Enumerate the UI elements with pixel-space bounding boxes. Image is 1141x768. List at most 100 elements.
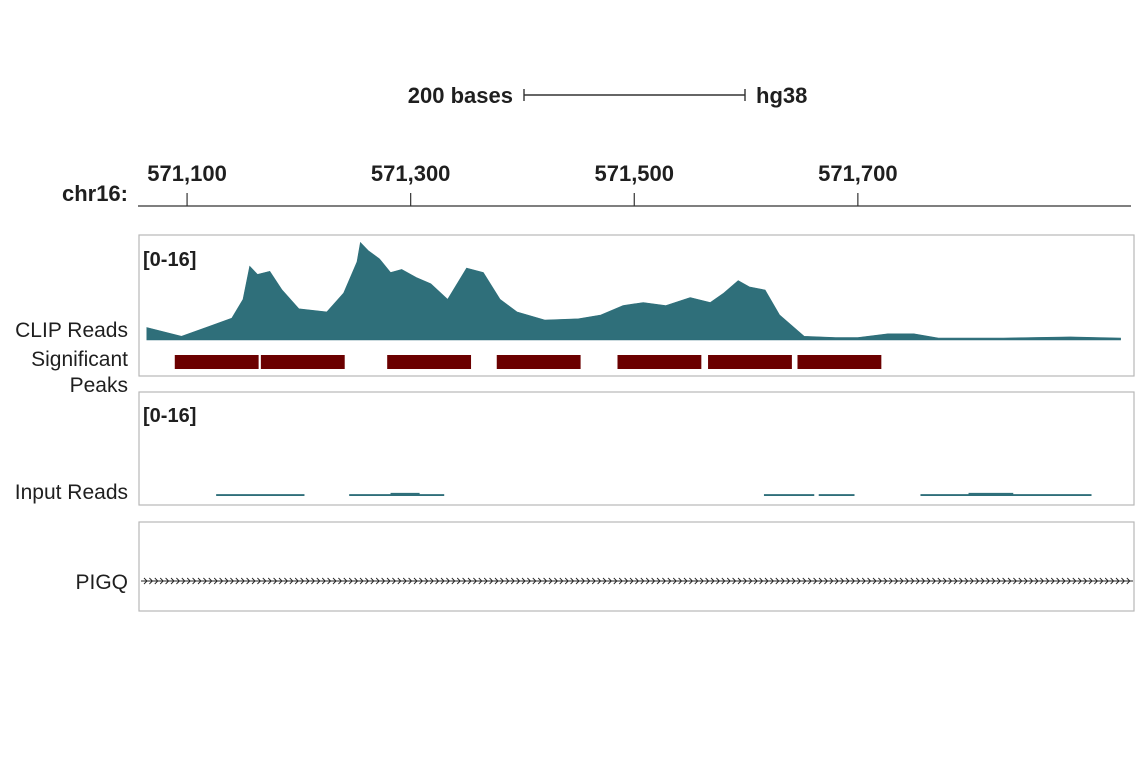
- strand-arrow: [294, 577, 299, 585]
- pigq-gene-model: [141, 577, 1133, 585]
- peak-interval: [260, 355, 345, 369]
- strand-arrow: [208, 577, 213, 585]
- strand-arrow: [894, 577, 899, 585]
- strand-arrow: [1045, 577, 1050, 585]
- strand-arrow: [467, 577, 472, 585]
- strand-arrow: [1110, 577, 1115, 585]
- strand-arrow: [662, 577, 667, 585]
- strand-arrow: [170, 577, 175, 585]
- strand-arrow: [878, 577, 883, 585]
- strand-arrow: [500, 577, 505, 585]
- strand-arrow: [321, 577, 326, 585]
- strand-arrow: [176, 577, 181, 585]
- strand-arrow: [1121, 577, 1126, 585]
- peaks-track-label-line1: Significant: [31, 348, 128, 371]
- strand-arrow: [240, 577, 245, 585]
- scale-bar: [523, 89, 746, 101]
- strand-arrow: [381, 577, 386, 585]
- strand-arrow: [759, 577, 764, 585]
- strand-arrow: [748, 577, 753, 585]
- strand-arrow: [230, 577, 235, 585]
- strand-arrow: [370, 577, 375, 585]
- strand-arrow: [667, 577, 672, 585]
- strand-arrow: [311, 577, 316, 585]
- strand-arrow: [986, 577, 991, 585]
- strand-arrow: [305, 577, 310, 585]
- strand-arrow: [602, 577, 607, 585]
- strand-arrow: [683, 577, 688, 585]
- strand-arrow: [948, 577, 953, 585]
- strand-arrow: [937, 577, 942, 585]
- strand-arrow: [483, 577, 488, 585]
- strand-arrow: [192, 577, 197, 585]
- input-coverage-segment: [216, 494, 305, 496]
- scale-bar-label: 200 bases: [408, 83, 513, 108]
- clip-reads-coverage: [146, 241, 1121, 341]
- strand-arrow: [203, 577, 208, 585]
- strand-arrow: [397, 577, 402, 585]
- strand-arrow: [338, 577, 343, 585]
- strand-arrow: [419, 577, 424, 585]
- input-coverage-segment: [390, 492, 420, 496]
- strand-arrow: [672, 577, 677, 585]
- strand-arrow: [743, 577, 748, 585]
- strand-arrow: [629, 577, 634, 585]
- strand-arrow: [408, 577, 413, 585]
- strand-arrow: [473, 577, 478, 585]
- strand-arrow: [770, 577, 775, 585]
- significant-peaks-track: [174, 355, 882, 369]
- strand-arrow: [791, 577, 796, 585]
- strand-arrow: [818, 577, 823, 585]
- strand-arrow: [802, 577, 807, 585]
- ruler-tick-label: 571,100: [147, 161, 227, 186]
- strand-arrow: [570, 577, 575, 585]
- strand-arrow: [1077, 577, 1082, 585]
- strand-arrow: [980, 577, 985, 585]
- strand-arrow: [845, 577, 850, 585]
- strand-arrow: [953, 577, 958, 585]
- strand-arrow: [257, 577, 262, 585]
- strand-arrow: [359, 577, 364, 585]
- strand-arrow: [959, 577, 964, 585]
- strand-arrow: [694, 577, 699, 585]
- strand-arrow: [888, 577, 893, 585]
- strand-arrow: [537, 577, 542, 585]
- strand-arrow: [332, 577, 337, 585]
- strand-arrow: [624, 577, 629, 585]
- strand-arrow: [510, 577, 515, 585]
- strand-arrow: [186, 577, 191, 585]
- strand-arrow: [1002, 577, 1007, 585]
- input-range-label: [0-16]: [143, 405, 196, 427]
- strand-arrow: [440, 577, 445, 585]
- strand-arrow: [969, 577, 974, 585]
- strand-arrow: [354, 577, 359, 585]
- strand-arrow: [915, 577, 920, 585]
- strand-arrow: [656, 577, 661, 585]
- strand-arrow: [316, 577, 321, 585]
- strand-arrow: [246, 577, 251, 585]
- peaks-track-label-line2: Peaks: [70, 374, 128, 397]
- clip-track-label: CLIP Reads: [15, 319, 128, 342]
- strand-arrow: [505, 577, 510, 585]
- strand-arrow: [651, 577, 656, 585]
- peak-interval: [496, 355, 581, 369]
- strand-arrow: [786, 577, 791, 585]
- strand-arrow: [181, 577, 186, 585]
- strand-arrow: [143, 577, 148, 585]
- strand-arrow: [1083, 577, 1088, 585]
- strand-arrow: [699, 577, 704, 585]
- strand-arrow: [1040, 577, 1045, 585]
- strand-arrow: [300, 577, 305, 585]
- strand-arrow: [402, 577, 407, 585]
- strand-arrow: [435, 577, 440, 585]
- strand-arrow: [1067, 577, 1072, 585]
- strand-arrow: [1072, 577, 1077, 585]
- strand-arrow: [591, 577, 596, 585]
- input-coverage-segment: [968, 492, 1014, 496]
- strand-arrow: [851, 577, 856, 585]
- strand-arrow: [543, 577, 548, 585]
- strand-arrow: [807, 577, 812, 585]
- peak-interval: [387, 355, 472, 369]
- strand-arrow: [489, 577, 494, 585]
- strand-arrow: [780, 577, 785, 585]
